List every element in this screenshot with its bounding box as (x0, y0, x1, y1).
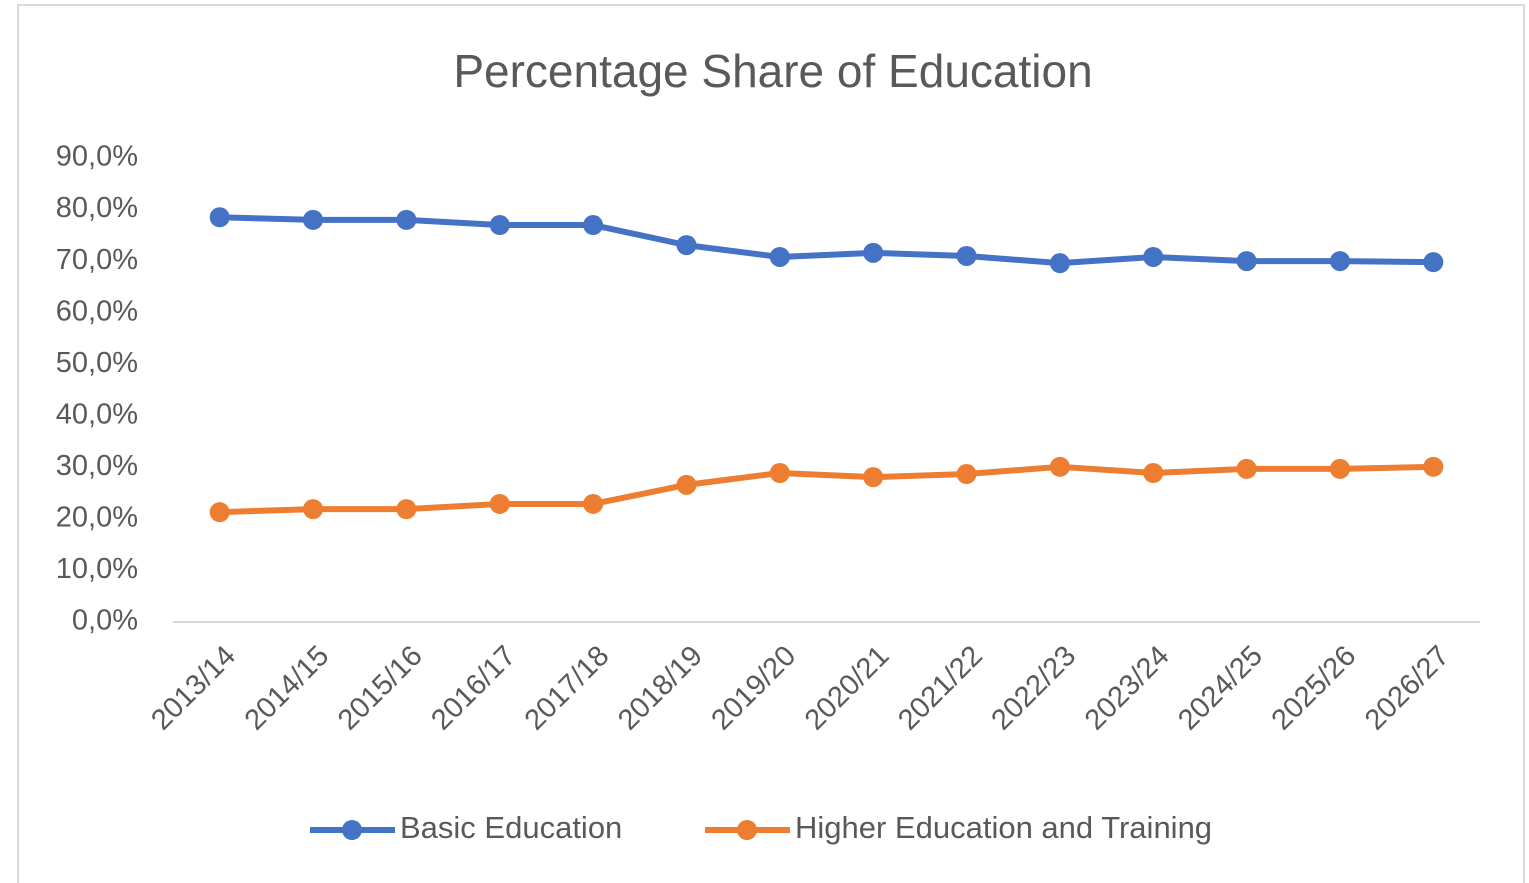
y-tick-label: 20,0% (56, 502, 138, 534)
y-tick-label: 10,0% (56, 553, 138, 585)
data-point (1423, 252, 1444, 273)
series-line (219, 463, 1434, 516)
y-tick-label: 60,0% (56, 295, 138, 327)
data-point (396, 499, 417, 520)
series-line (219, 214, 1434, 267)
data-point (489, 493, 510, 514)
data-point (956, 464, 977, 485)
legend-marker (737, 820, 757, 840)
data-point (1329, 458, 1350, 479)
y-tick-label: 30,0% (56, 450, 138, 482)
y-tick-label: 80,0% (56, 192, 138, 224)
y-tick-label: 40,0% (56, 398, 138, 430)
data-point (863, 467, 884, 488)
data-point (1423, 456, 1444, 477)
legend-marker (342, 820, 362, 840)
data-point (489, 215, 510, 236)
data-point (676, 474, 697, 495)
chart-frame (17, 4, 1525, 883)
data-point (583, 215, 604, 236)
data-point (1329, 251, 1350, 272)
data-point (209, 502, 230, 523)
data-point (583, 493, 604, 514)
data-point (1143, 246, 1164, 267)
data-point (769, 463, 790, 484)
y-tick-label: 70,0% (56, 244, 138, 276)
data-point (1236, 458, 1257, 479)
data-point (956, 245, 977, 266)
data-point (396, 209, 417, 230)
legend-label: Higher Education and Training (795, 810, 1212, 845)
data-point (1143, 463, 1164, 484)
data-point (1049, 456, 1070, 477)
y-tick-label: 90,0% (56, 141, 138, 173)
data-point (209, 207, 230, 228)
data-point (1236, 251, 1257, 272)
data-point (676, 235, 697, 256)
data-point (863, 242, 884, 263)
data-point (769, 246, 790, 267)
chart-title: Percentage Share of Education (453, 45, 1092, 97)
y-tick-label: 50,0% (56, 347, 138, 379)
data-point (303, 209, 324, 230)
data-point (303, 499, 324, 520)
legend-label: Basic Education (400, 810, 622, 845)
data-point (1049, 253, 1070, 274)
y-tick-label: 0,0% (72, 605, 138, 637)
